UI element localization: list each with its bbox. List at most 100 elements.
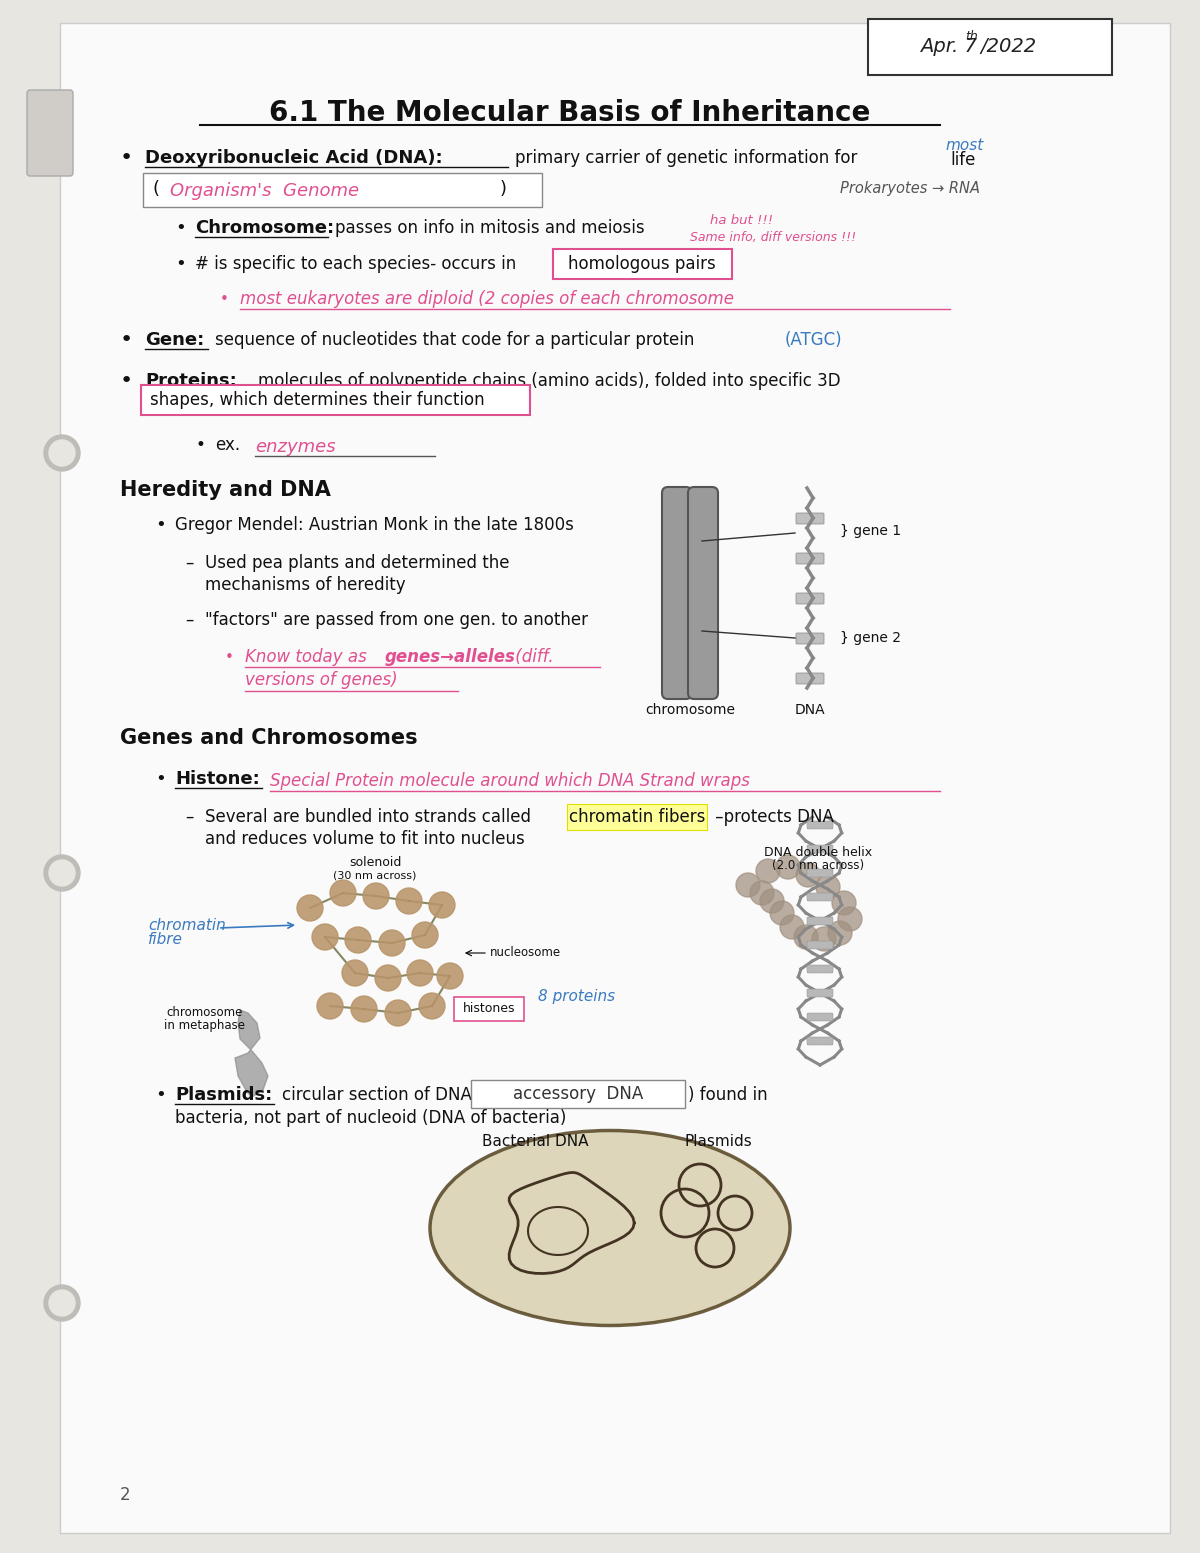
FancyBboxPatch shape xyxy=(808,822,833,829)
FancyBboxPatch shape xyxy=(796,672,824,683)
Text: 8 proteins: 8 proteins xyxy=(538,989,616,1005)
Text: 6.1 The Molecular Basis of Inheritance: 6.1 The Molecular Basis of Inheritance xyxy=(269,99,871,127)
Circle shape xyxy=(838,907,862,930)
Text: –: – xyxy=(185,610,193,629)
FancyBboxPatch shape xyxy=(808,893,833,901)
Text: DNA: DNA xyxy=(794,704,826,717)
Text: solenoid: solenoid xyxy=(349,857,401,870)
Circle shape xyxy=(346,927,371,954)
Circle shape xyxy=(407,960,433,986)
Text: •: • xyxy=(120,371,133,391)
Text: •: • xyxy=(155,516,166,534)
FancyBboxPatch shape xyxy=(470,1079,685,1107)
Text: •: • xyxy=(120,329,133,349)
Text: Histone:: Histone: xyxy=(175,770,259,787)
Text: chromosome: chromosome xyxy=(646,704,734,717)
Text: Heredity and DNA: Heredity and DNA xyxy=(120,480,331,500)
Text: versions of genes): versions of genes) xyxy=(245,671,397,690)
Text: ha but !!!: ha but !!! xyxy=(710,213,773,227)
Text: mechanisms of heredity: mechanisms of heredity xyxy=(205,576,406,593)
Circle shape xyxy=(379,930,406,957)
Circle shape xyxy=(437,963,463,989)
Text: Special Protein molecule around which DNA Strand wraps: Special Protein molecule around which DN… xyxy=(270,772,750,790)
FancyBboxPatch shape xyxy=(28,90,73,175)
Circle shape xyxy=(317,992,343,1019)
Text: chromatin: chromatin xyxy=(148,918,226,932)
Text: •: • xyxy=(120,148,133,168)
Text: •: • xyxy=(155,770,166,787)
Text: DNA double helix: DNA double helix xyxy=(764,846,872,859)
Circle shape xyxy=(396,888,422,915)
FancyBboxPatch shape xyxy=(454,997,524,1020)
Text: most: most xyxy=(946,138,983,152)
Circle shape xyxy=(756,859,780,884)
Circle shape xyxy=(342,960,368,986)
Text: chromatin fibers: chromatin fibers xyxy=(569,808,706,826)
Circle shape xyxy=(385,1000,410,1027)
Text: (30 nm across): (30 nm across) xyxy=(334,870,416,881)
Text: molecules of polypeptide chains (amino acids), folded into specific 3D: molecules of polypeptide chains (amino a… xyxy=(258,373,841,390)
FancyBboxPatch shape xyxy=(808,989,833,997)
Text: Plasmids: Plasmids xyxy=(684,1134,752,1149)
Text: •: • xyxy=(175,219,186,238)
Circle shape xyxy=(49,439,74,466)
FancyBboxPatch shape xyxy=(796,553,824,564)
FancyBboxPatch shape xyxy=(553,248,732,280)
Text: in metaphase: in metaphase xyxy=(164,1019,246,1031)
Text: # is specific to each species- occurs in: # is specific to each species- occurs in xyxy=(194,255,516,273)
Circle shape xyxy=(330,881,356,905)
Circle shape xyxy=(364,884,389,909)
Text: –: – xyxy=(185,808,193,826)
Circle shape xyxy=(796,863,820,887)
Circle shape xyxy=(812,927,836,950)
Text: sequence of nucleotides that code for a particular protein: sequence of nucleotides that code for a … xyxy=(215,331,695,349)
Text: Gregor Mendel: Austrian Monk in the late 1800s: Gregor Mendel: Austrian Monk in the late… xyxy=(175,516,574,534)
Text: •: • xyxy=(155,1086,166,1104)
Circle shape xyxy=(780,915,804,940)
FancyBboxPatch shape xyxy=(688,488,718,699)
Text: 2: 2 xyxy=(120,1486,131,1503)
Text: th: th xyxy=(965,30,978,42)
Text: } gene 1: } gene 1 xyxy=(840,523,901,537)
Text: ex.: ex. xyxy=(215,436,240,453)
Text: Chromosome:: Chromosome: xyxy=(194,219,334,238)
Text: most eukaryotes are diploid (2 copies of each chromosome: most eukaryotes are diploid (2 copies of… xyxy=(240,290,734,307)
Text: Several are bundled into strands called: Several are bundled into strands called xyxy=(205,808,536,826)
Circle shape xyxy=(352,995,377,1022)
Text: •: • xyxy=(175,255,186,273)
Text: Prokaryotes → RNA: Prokaryotes → RNA xyxy=(840,180,980,196)
Text: circular section of DNA (: circular section of DNA ( xyxy=(282,1086,484,1104)
Text: homologous pairs: homologous pairs xyxy=(568,255,716,273)
Text: fibre: fibre xyxy=(148,932,182,946)
Polygon shape xyxy=(235,1009,268,1096)
FancyBboxPatch shape xyxy=(796,512,824,523)
FancyBboxPatch shape xyxy=(796,634,824,644)
FancyBboxPatch shape xyxy=(662,488,692,699)
Text: genes→alleles: genes→alleles xyxy=(385,648,516,666)
FancyBboxPatch shape xyxy=(142,385,530,415)
Text: (: ( xyxy=(152,180,158,197)
Text: passes on info in mitosis and meiosis: passes on info in mitosis and meiosis xyxy=(335,219,644,238)
Text: (diff.: (diff. xyxy=(510,648,553,666)
Circle shape xyxy=(828,921,852,944)
Text: bacteria, not part of nucleoid (DNA of bacteria): bacteria, not part of nucleoid (DNA of b… xyxy=(175,1109,566,1127)
Text: } gene 2: } gene 2 xyxy=(840,631,901,644)
Text: histones: histones xyxy=(463,1003,515,1016)
Text: Deoxyribonucleic Acid (DNA):: Deoxyribonucleic Acid (DNA): xyxy=(145,149,443,168)
Text: primary carrier of genetic information for: primary carrier of genetic information f… xyxy=(515,149,857,168)
FancyBboxPatch shape xyxy=(808,916,833,926)
Text: Apr. 7: Apr. 7 xyxy=(920,37,977,56)
FancyBboxPatch shape xyxy=(568,804,707,829)
Circle shape xyxy=(312,924,338,950)
Circle shape xyxy=(736,873,760,898)
Text: accessory  DNA: accessory DNA xyxy=(512,1086,643,1103)
Circle shape xyxy=(44,1284,80,1322)
FancyBboxPatch shape xyxy=(60,23,1170,1533)
Text: –: – xyxy=(185,554,193,572)
Text: "factors" are passed from one gen. to another: "factors" are passed from one gen. to an… xyxy=(205,610,588,629)
Circle shape xyxy=(794,926,818,949)
Ellipse shape xyxy=(430,1131,790,1326)
FancyBboxPatch shape xyxy=(808,845,833,853)
Circle shape xyxy=(750,881,774,905)
Circle shape xyxy=(49,1291,74,1315)
